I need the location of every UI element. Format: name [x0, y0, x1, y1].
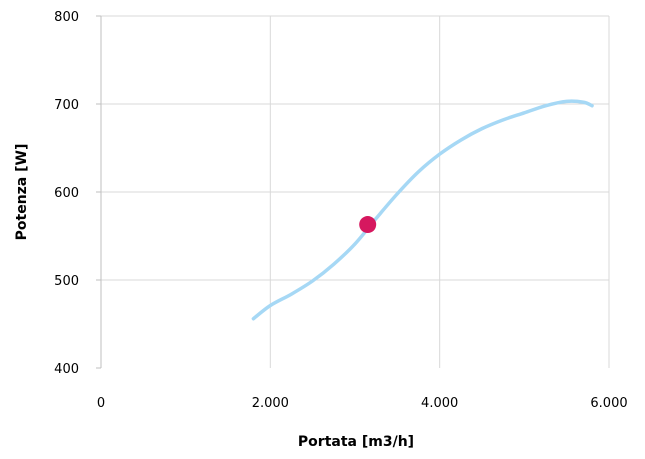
- y-tick-label: 500: [54, 274, 79, 289]
- x-axis-title: Portata [m3/h]: [298, 434, 414, 450]
- x-tick-label: 0: [97, 396, 105, 411]
- tick-labels: 400 500 600 700 800 0 2.000 4.000 6.000: [54, 10, 627, 411]
- y-tick-label: 400: [54, 362, 79, 377]
- series: [251, 99, 594, 321]
- y-tick-label: 800: [54, 10, 79, 25]
- operating-point-marker: [359, 216, 377, 234]
- y-tick-label: 600: [54, 186, 79, 201]
- grid: [101, 15, 610, 368]
- axes: [96, 15, 102, 369]
- x-tick-label: 6.000: [590, 396, 627, 411]
- y-axis-title: Potenza [W]: [14, 144, 30, 241]
- power-curve-line: [251, 99, 594, 321]
- x-tick-label: 2.000: [252, 396, 289, 411]
- y-tick-label: 700: [54, 98, 79, 113]
- x-tick-label: 4.000: [421, 396, 458, 411]
